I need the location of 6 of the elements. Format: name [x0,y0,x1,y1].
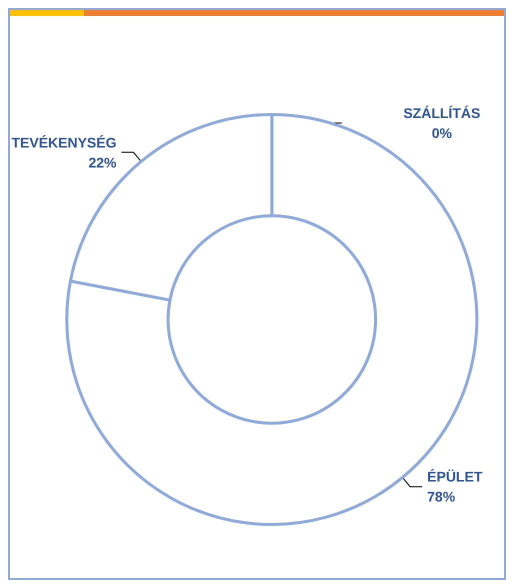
data-label: 78% [427,488,456,505]
slice-label: ÉPÜLET [427,468,483,485]
slice-label: TEVÉKENYSÉG [11,134,117,150]
text: 0% [432,124,452,141]
category-label: SZÁLLÍTÁS [403,104,480,121]
data-label: 22% [88,154,118,170]
